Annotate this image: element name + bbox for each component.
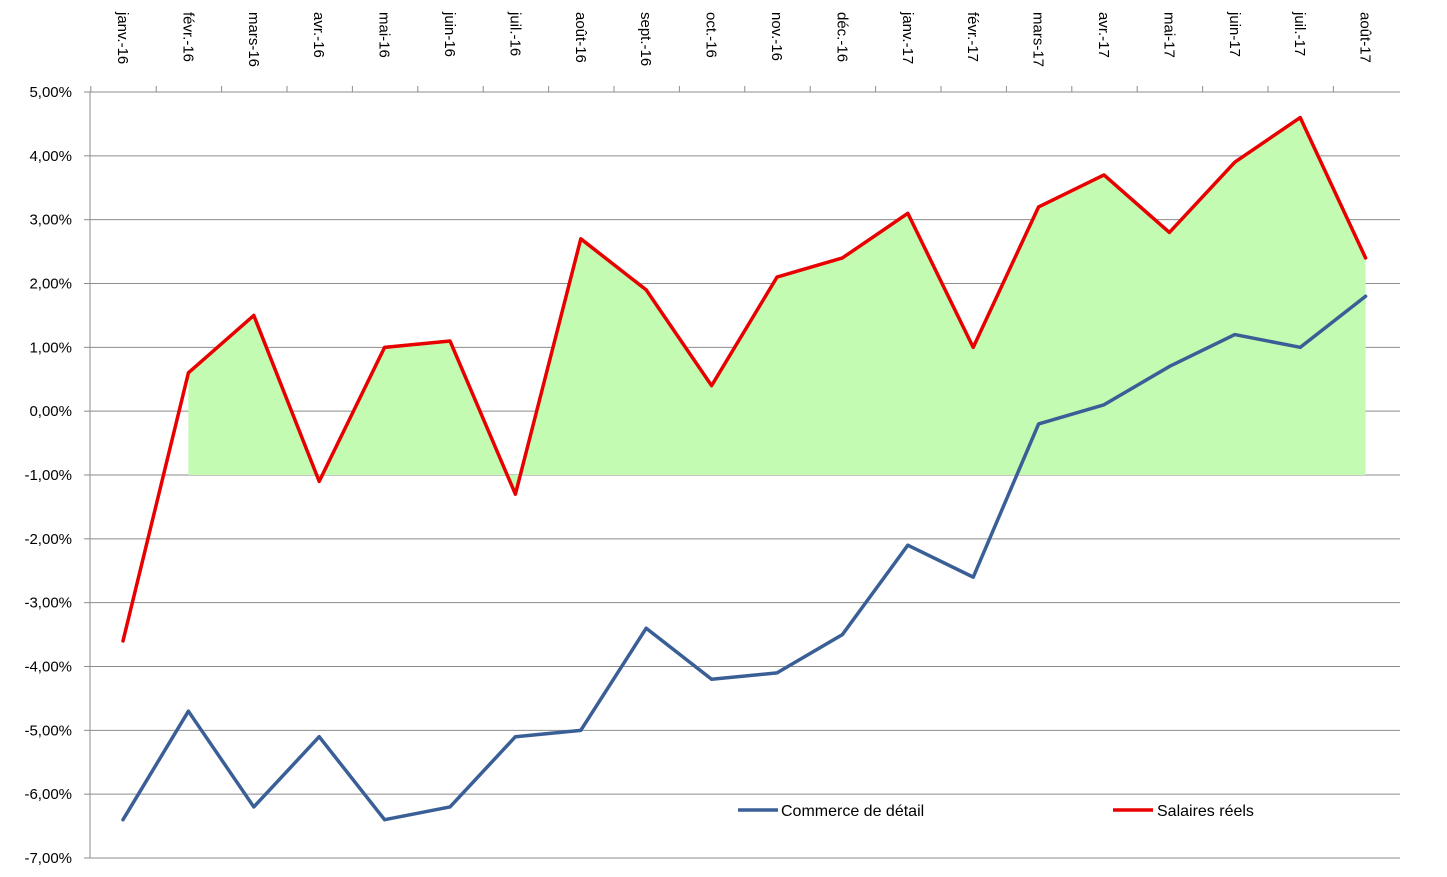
data-point (513, 492, 517, 496)
x-tick-label: août-16 (572, 12, 589, 63)
y-tick-label: -6,00% (24, 786, 72, 803)
data-point (121, 639, 125, 643)
data-point (1364, 294, 1368, 298)
x-tick-label: févr.-16 (179, 12, 196, 62)
data-point (186, 371, 190, 375)
data-point (252, 805, 256, 809)
series-line-commerce (121, 294, 1368, 822)
y-axis-ticks: -7,00% -6,00% -5,00% -4,00% -3,00% -2,00% -1,0… (24, 84, 72, 867)
x-tick-label: janv.-16 (114, 11, 131, 64)
y-tick-label: -1,00% (24, 467, 72, 484)
x-tick-label: déc.-16 (833, 12, 850, 62)
x-tick-label: mai-16 (376, 12, 393, 58)
x-tick-label: janv.-17 (899, 11, 916, 64)
y-tick-label: 5,00% (29, 84, 72, 101)
y-tick-label: -4,00% (24, 659, 72, 676)
data-point (906, 543, 910, 547)
data-point (383, 818, 387, 822)
x-tick-label: oct.-16 (703, 12, 720, 58)
y-tick-label: 3,00% (29, 212, 72, 229)
legend-label: Commerce de détail (781, 803, 924, 820)
data-point (1102, 403, 1106, 407)
y-tick-label: -5,00% (24, 722, 72, 739)
series-layer (121, 115, 1368, 822)
data-point (1102, 173, 1106, 177)
y-tick-label: 0,00% (29, 403, 72, 420)
data-point (1037, 422, 1041, 426)
data-point (1167, 364, 1171, 368)
x-tick-label: juil.-17 (1291, 11, 1308, 56)
series-line-salaires (121, 115, 1368, 643)
x-tick-label: févr.-17 (964, 12, 981, 62)
data-point (1167, 230, 1171, 234)
data-point (513, 735, 517, 739)
y-tick-label: -2,00% (24, 531, 72, 548)
data-point (775, 275, 779, 279)
data-point (121, 818, 125, 822)
data-point (1298, 345, 1302, 349)
shaded-area (188, 117, 1366, 495)
x-axis-ticks: janv.-16 févr.-16 mars-16 avr.-16 mai-16 juin… (114, 11, 1374, 67)
y-tick-label: 1,00% (29, 339, 72, 356)
data-point (1037, 205, 1041, 209)
data-point (579, 728, 583, 732)
x-tick-label: sept.-16 (637, 12, 654, 66)
data-point (971, 575, 975, 579)
data-point (840, 256, 844, 260)
data-point (186, 709, 190, 713)
y-tick-label: -7,00% (24, 850, 72, 867)
x-tick-label: avr.-16 (310, 12, 327, 58)
axes (84, 86, 1400, 859)
shaded-area-layer (188, 117, 1366, 495)
x-tick-label: mars-16 (245, 12, 262, 67)
data-point (644, 288, 648, 292)
x-tick-label: juin-17 (1226, 11, 1243, 57)
data-point (710, 384, 714, 388)
data-point (252, 313, 256, 317)
data-point (906, 211, 910, 215)
x-tick-label: mai-17 (1160, 12, 1177, 58)
data-point (579, 237, 583, 241)
data-point (1233, 160, 1237, 164)
data-point (448, 339, 452, 343)
data-point (971, 345, 975, 349)
x-tick-label: août-17 (1357, 12, 1374, 63)
legend: Commerce de détail Salaires réels (738, 803, 1254, 820)
data-point (317, 479, 321, 483)
data-point (1298, 116, 1302, 120)
data-point (840, 633, 844, 637)
data-point (710, 677, 714, 681)
y-tick-label: 2,00% (29, 276, 72, 293)
x-tick-label: juin-16 (441, 11, 458, 57)
data-point (317, 735, 321, 739)
data-point (1364, 256, 1368, 260)
data-point (448, 805, 452, 809)
x-tick-label: avr.-17 (1095, 12, 1112, 58)
data-point (775, 671, 779, 675)
data-point (644, 626, 648, 630)
data-point (1233, 333, 1237, 337)
x-tick-label: mars-17 (1030, 12, 1047, 67)
legend-label: Salaires réels (1157, 803, 1254, 820)
y-tick-label: 4,00% (29, 148, 72, 165)
y-tick-label: -3,00% (24, 595, 72, 612)
x-tick-label: juil.-16 (506, 11, 523, 56)
x-tick-label: nov.-16 (768, 12, 785, 61)
data-point (383, 345, 387, 349)
